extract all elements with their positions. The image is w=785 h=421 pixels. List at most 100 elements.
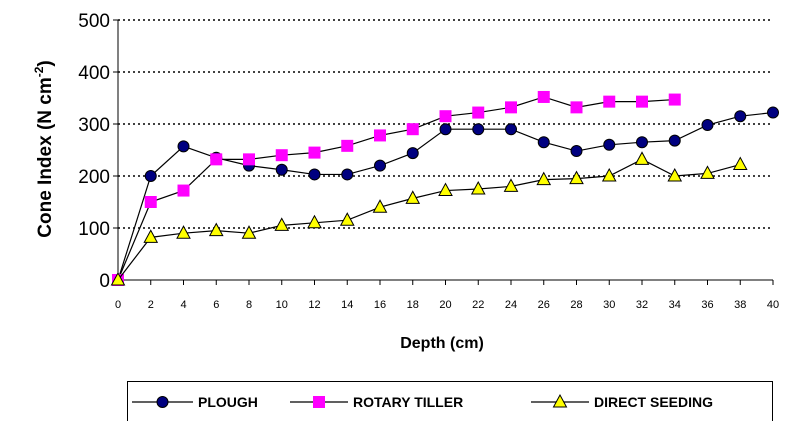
legend-entry-direct-seeding: DIRECT SEEDING bbox=[531, 393, 713, 410]
data-point-rotary-tiller bbox=[505, 101, 517, 114]
data-point-rotary-tiller bbox=[472, 106, 485, 119]
x-tick-label: 38 bbox=[734, 299, 746, 311]
x-tick-label: 36 bbox=[701, 299, 713, 311]
data-point-direct-seeding bbox=[110, 271, 126, 286]
data-point-plough bbox=[537, 136, 550, 149]
gridlines bbox=[118, 19, 773, 229]
legend: PLOUGH ROTARY TILLER DIRECT SEEDING bbox=[127, 381, 773, 421]
y-axis-title-superscript: -2 bbox=[32, 66, 46, 77]
x-tick-label: 40 bbox=[767, 299, 779, 311]
data-point-direct-seeding bbox=[438, 182, 453, 197]
data-point-rotary-tiller bbox=[439, 110, 452, 123]
data-point-direct-seeding bbox=[274, 217, 290, 231]
y-axis-title-close: ) bbox=[35, 60, 56, 66]
data-point-direct-seeding bbox=[569, 170, 584, 185]
legend-entry-plough: PLOUGH bbox=[132, 394, 258, 410]
data-point-plough bbox=[308, 168, 321, 181]
data-point-direct-seeding bbox=[667, 167, 683, 182]
data-point-direct-seeding bbox=[339, 212, 355, 226]
data-point-plough bbox=[275, 163, 288, 176]
y-tick-label: 300 bbox=[78, 115, 110, 136]
y-tick-label: 500 bbox=[78, 11, 110, 32]
data-point-direct-seeding bbox=[208, 222, 224, 237]
data-point-direct-seeding bbox=[307, 214, 322, 229]
data-point-rotary-tiller bbox=[177, 184, 190, 197]
data-point-plough bbox=[734, 110, 747, 123]
data-point-rotary-tiller bbox=[668, 93, 681, 106]
x-tick-labels: 0 2 4 6 8 10 12 14 16 18 20 22 24 26 28 30 32 34 36 38 40 bbox=[115, 299, 779, 311]
x-tick-label: 26 bbox=[538, 299, 550, 311]
series-direct-seeding bbox=[110, 151, 748, 286]
legend-label-direct-seeding: DIRECT SEEDING bbox=[594, 394, 713, 410]
data-point-direct-seeding bbox=[176, 225, 191, 239]
legend-label-plough: PLOUGH bbox=[198, 394, 258, 410]
y-tick-label: 100 bbox=[78, 219, 110, 240]
x-tick-label: 8 bbox=[246, 299, 252, 311]
data-point-plough bbox=[144, 170, 157, 182]
data-point-rotary-tiller bbox=[603, 95, 616, 108]
x-tick-label: 16 bbox=[374, 299, 386, 311]
data-point-rotary-tiller bbox=[570, 101, 583, 114]
y-tick-label: 0 bbox=[99, 271, 110, 292]
y-tick-label: 200 bbox=[78, 167, 110, 188]
data-point-plough bbox=[177, 140, 190, 153]
data-point-direct-seeding bbox=[405, 190, 421, 204]
data-point-plough bbox=[570, 145, 583, 158]
data-point-plough bbox=[374, 159, 386, 172]
data-point-plough bbox=[603, 138, 616, 151]
data-point-plough bbox=[668, 134, 681, 147]
x-tick-label: 6 bbox=[213, 299, 219, 311]
data-point-plough bbox=[636, 136, 648, 149]
data-point-direct-seeding bbox=[700, 165, 715, 179]
series-plough bbox=[112, 106, 779, 286]
x-tick-label: 24 bbox=[505, 299, 517, 311]
legend-label-rotary-tiller: ROTARY TILLER bbox=[353, 394, 463, 410]
series-line-rotary-tiller bbox=[117, 96, 675, 281]
data-point-rotary-tiller bbox=[341, 139, 354, 152]
legend-box bbox=[127, 381, 773, 421]
data-point-direct-seeding bbox=[536, 171, 552, 186]
data-point-plough bbox=[505, 123, 517, 136]
x-tick-label: 34 bbox=[669, 299, 681, 311]
data-point-rotary-tiller bbox=[636, 95, 648, 108]
data-point-plough bbox=[439, 123, 452, 136]
data-point-direct-seeding bbox=[634, 151, 650, 165]
series-rotary-tiller bbox=[112, 90, 681, 286]
data-point-plough bbox=[472, 123, 485, 136]
data-point-direct-seeding bbox=[601, 167, 617, 182]
x-tick-label: 0 bbox=[115, 299, 121, 311]
data-point-plough bbox=[701, 119, 714, 132]
x-tick-label: 28 bbox=[570, 299, 582, 311]
data-point-direct-seeding bbox=[470, 180, 486, 195]
data-point-rotary-tiller bbox=[308, 146, 321, 159]
y-axis-title-main: Cone Index (N cm bbox=[35, 77, 56, 237]
data-point-plough bbox=[341, 168, 354, 181]
x-tick-label: 12 bbox=[308, 299, 320, 311]
legend-marker-rotary-tiller bbox=[313, 396, 325, 408]
series-group bbox=[110, 90, 779, 286]
data-point-rotary-tiller bbox=[406, 123, 419, 136]
data-point-plough bbox=[406, 147, 419, 160]
data-point-rotary-tiller bbox=[210, 153, 223, 166]
x-tick-label: 20 bbox=[439, 299, 451, 311]
data-point-rotary-tiller bbox=[374, 129, 386, 142]
x-tick-label: 22 bbox=[472, 299, 484, 311]
data-point-rotary-tiller bbox=[275, 149, 288, 162]
x-tick-label: 30 bbox=[603, 299, 615, 311]
data-point-rotary-tiller bbox=[537, 90, 550, 103]
x-tick-label: 18 bbox=[407, 299, 419, 311]
y-tick-labels: 0 100 200 300 400 500 bbox=[78, 11, 110, 292]
axes bbox=[113, 19, 774, 285]
x-tick-label: 4 bbox=[180, 299, 186, 311]
series-line-direct-seeding bbox=[117, 158, 741, 281]
data-point-direct-seeding bbox=[143, 229, 159, 243]
y-tick-label: 400 bbox=[78, 63, 110, 84]
x-tick-label: 32 bbox=[636, 299, 648, 311]
data-point-rotary-tiller bbox=[243, 153, 255, 166]
data-point-plough bbox=[767, 106, 779, 119]
x-tick-label: 14 bbox=[341, 299, 353, 311]
legend-marker-direct-seeding bbox=[552, 393, 568, 408]
x-tick-label: 10 bbox=[276, 299, 288, 311]
y-axis-title: Cone Index (N cm-2) bbox=[32, 60, 56, 237]
